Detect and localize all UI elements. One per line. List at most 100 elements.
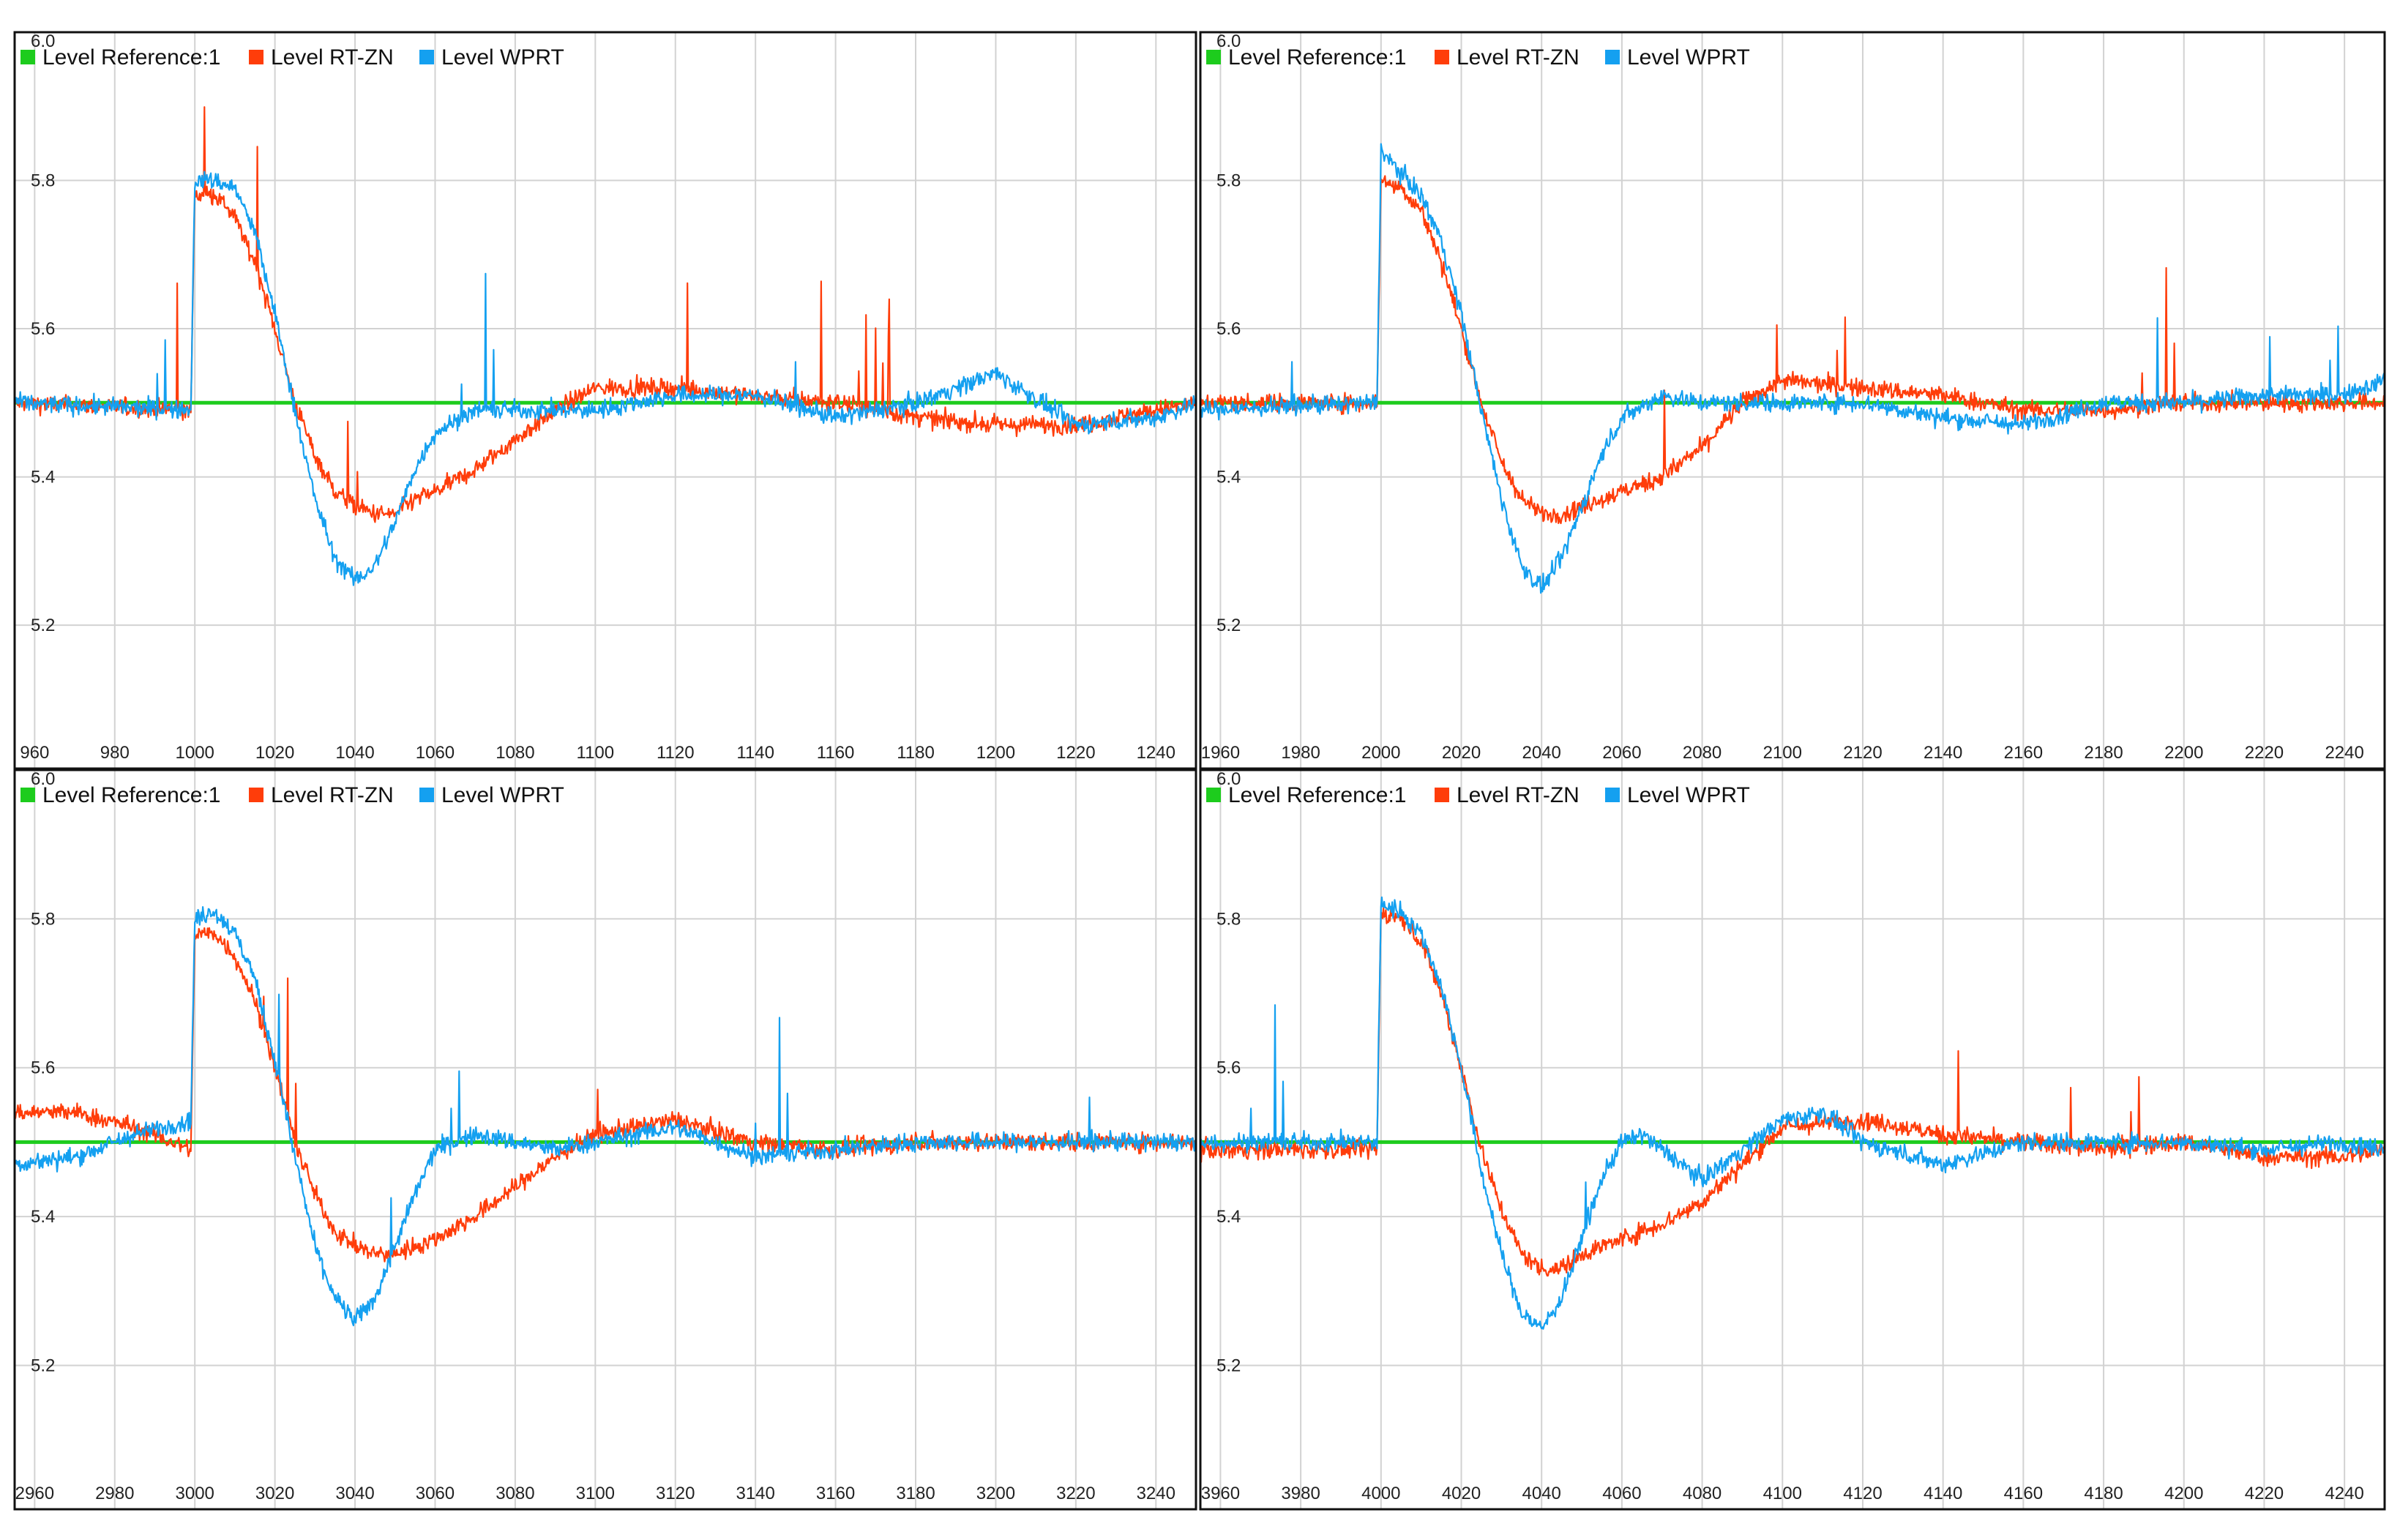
x-tick-label: 3220	[1056, 1484, 1095, 1503]
x-tick-label: 2020	[1442, 743, 1481, 763]
y-tick-label: 5.8	[1216, 171, 1241, 191]
x-tick-label: 2160	[2004, 743, 2043, 763]
y-tick-label: 5.4	[1216, 468, 1241, 487]
x-tick-label: 1240	[1137, 743, 1175, 763]
x-tick-label: 3180	[896, 1484, 935, 1503]
legend-label: Level WPRT	[1627, 783, 1750, 807]
x-tick-label: 4020	[1442, 1484, 1481, 1503]
y-tick-label: 5.4	[31, 1207, 55, 1227]
x-tick-label: 3120	[656, 1484, 695, 1503]
x-tick-label: 1040	[335, 743, 374, 763]
legend-swatch	[1206, 788, 1221, 802]
y-tick-label: 6.0	[31, 31, 55, 51]
legend-label: Level WPRT	[1627, 45, 1750, 70]
x-tick-label: 1200	[976, 743, 1015, 763]
series-line-rt-zn	[15, 106, 1196, 523]
x-tick-label: 3080	[496, 1484, 534, 1503]
x-tick-label: 2080	[1683, 743, 1722, 763]
x-tick-label: 2960	[15, 1484, 54, 1503]
legend-swatch	[1435, 50, 1449, 64]
x-tick-label: 2200	[2164, 743, 2203, 763]
x-tick-label: 3000	[176, 1484, 214, 1503]
x-tick-label: 3980	[1281, 1484, 1320, 1503]
y-tick-label: 5.2	[31, 616, 55, 635]
legend: Level Reference:1 Level RT-ZN Level WPRT	[20, 783, 564, 807]
chart-panel: 3960 3980 4000 4020 4040 4060 4080 4100 4120 4140…	[1199, 769, 2386, 1511]
panel-grid: 960 980 1000 1020 1040 1060 1080 1100 1120 1140 11…	[13, 31, 2386, 1511]
x-tick-label: 2180	[2084, 743, 2123, 763]
legend-swatch	[20, 788, 35, 802]
panel-frame	[13, 769, 1197, 1511]
series-line-wprt	[1200, 896, 2385, 1330]
legend-swatch	[20, 50, 35, 64]
y-tick-label: 5.2	[1216, 1356, 1241, 1375]
x-tick-label: 1120	[657, 743, 695, 763]
legend-label: Level Reference:1	[42, 45, 221, 70]
series-line-wprt	[15, 171, 1196, 586]
x-tick-label: 2120	[1843, 743, 1882, 763]
legend-swatch	[419, 788, 434, 802]
x-tick-label: 1000	[176, 743, 214, 763]
y-tick-label: 5.2	[31, 1356, 55, 1375]
x-tick-label: 4200	[2164, 1484, 2203, 1503]
y-tick-label: 5.6	[1216, 1058, 1241, 1078]
x-tick-label: 1020	[255, 743, 294, 763]
legend-swatch	[1605, 50, 1620, 64]
x-tick-label: 1080	[496, 743, 534, 763]
x-tick-label: 2140	[1924, 743, 1962, 763]
legend-swatch	[249, 788, 263, 802]
x-tick-label: 1960	[1201, 743, 1240, 763]
x-tick-label: 1060	[416, 743, 455, 763]
x-tick-label: 1220	[1056, 743, 1095, 763]
x-tick-label: 3040	[335, 1484, 374, 1503]
x-tick-label: 4100	[1763, 1484, 1802, 1503]
series-line-wprt	[1200, 143, 2385, 594]
y-tick-label: 6.0	[1216, 769, 1241, 789]
y-tick-label: 5.6	[31, 319, 55, 339]
legend-label: Level Reference:1	[1228, 783, 1407, 807]
x-tick-label: 1160	[817, 743, 855, 763]
panel-frame	[1199, 31, 2386, 770]
chart-panel: 1960 1980 2000 2020 2040 2060 2080 2100 2120 2140…	[1199, 31, 2386, 770]
legend-swatch	[249, 50, 263, 64]
x-tick-label: 4140	[1924, 1484, 1962, 1503]
x-tick-label: 2000	[1361, 743, 1400, 763]
legend-label: Level Reference:1	[1228, 45, 1407, 70]
series-line-rt-zn	[15, 927, 1196, 1263]
x-tick-label: 4060	[1602, 1484, 1641, 1503]
chart-panel: 2960 2980 3000 3020 3040 3060 3080 3100 3120 3140…	[13, 769, 1197, 1511]
x-tick-label: 4220	[2245, 1484, 2284, 1503]
legend: Level Reference:1 Level RT-ZN Level WPRT	[20, 45, 564, 70]
legend-label: Level WPRT	[441, 783, 564, 807]
legend-label: Level RT-ZN	[1457, 783, 1580, 807]
legend-label: Level RT-ZN	[271, 783, 394, 807]
x-tick-label: 2040	[1522, 743, 1561, 763]
x-tick-label: 2220	[2245, 743, 2284, 763]
x-tick-label: 2060	[1602, 743, 1641, 763]
legend: Level Reference:1 Level RT-ZN Level WPRT	[1206, 45, 1750, 70]
x-tick-label: 3960	[1201, 1484, 1240, 1503]
y-tick-label: 6.0	[31, 769, 55, 789]
x-tick-label: 2100	[1763, 743, 1802, 763]
y-tick-label: 5.2	[1216, 616, 1241, 635]
x-tick-label: 980	[100, 743, 130, 763]
x-tick-label: 3200	[976, 1484, 1015, 1503]
x-tick-label: 4120	[1843, 1484, 1882, 1503]
y-tick-label: 5.4	[31, 468, 55, 487]
x-tick-label: 4040	[1522, 1484, 1561, 1503]
legend-swatch	[419, 50, 434, 64]
legend-swatch	[1206, 50, 1221, 64]
legend-swatch	[1605, 788, 1620, 802]
x-tick-label: 2240	[2325, 743, 2363, 763]
legend-label: Level WPRT	[441, 45, 564, 70]
legend-swatch	[1435, 788, 1449, 802]
x-tick-label: 1100	[577, 743, 615, 763]
x-tick-label: 4000	[1361, 1484, 1400, 1503]
x-tick-label: 3020	[255, 1484, 294, 1503]
panel-frame	[13, 31, 1197, 770]
x-tick-label: 1180	[897, 743, 935, 763]
x-tick-label: 4080	[1683, 1484, 1722, 1503]
x-tick-label: 4180	[2084, 1484, 2123, 1503]
y-tick-label: 5.6	[31, 1058, 55, 1078]
